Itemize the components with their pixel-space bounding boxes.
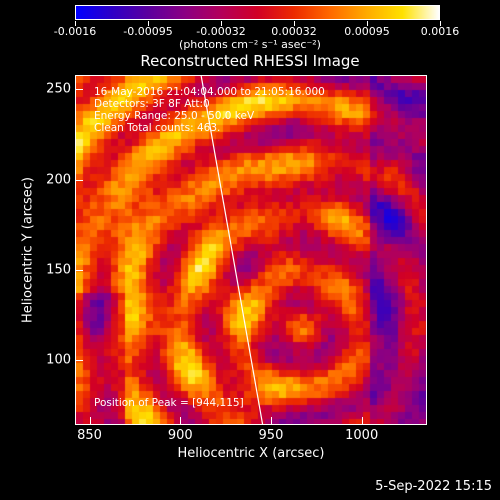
colorbar-tick-label: -0.00095 [123, 25, 173, 38]
colorbar-tick-label: 0.0016 [420, 25, 460, 38]
colorbar-tick-mark [221, 21, 222, 26]
clean-counts-annotation: Clean Total counts: 463. [94, 122, 221, 134]
y-tick-label: 250 [46, 81, 71, 97]
solar-limb-overlay [200, 76, 264, 424]
colorbar-units: (photons cm⁻² s⁻¹ asec⁻²) [179, 38, 321, 51]
y-tick-mark [75, 360, 83, 362]
colorbar [75, 5, 440, 20]
peak-position-annotation: Position of Peak = [944,115] [94, 397, 244, 409]
y-tick-mark [75, 179, 83, 181]
x-tick-mark [361, 417, 363, 425]
x-tick-label: 950 [258, 428, 284, 443]
y-axis-label: Heliocentric Y (arcsec) [20, 177, 36, 323]
colorbar-tick-label: -0.00032 [196, 25, 246, 38]
y-tick-mark [75, 89, 83, 91]
detectors-annotation: Detectors: 3F 8F Att:0 [94, 98, 210, 110]
y-tick-label: 100 [46, 352, 71, 368]
y-tick-mark [75, 269, 83, 271]
image-plot-area: 16-May-2016 21:04:04.000 to 21:05:16.000… [75, 75, 427, 425]
plot-title: Reconstructed RHESSI Image [140, 52, 360, 70]
x-tick-label: 1000 [345, 428, 379, 443]
plot-timestamp: 5-Sep-2022 15:15 [375, 479, 492, 494]
y-tick-label: 200 [46, 172, 71, 188]
time-range-annotation: 16-May-2016 21:04:04.000 to 21:05:16.000 [94, 86, 325, 98]
y-tick-label: 150 [46, 262, 71, 278]
colorbar-tick-label: 0.00032 [271, 25, 317, 38]
colorbar-tick-mark [294, 21, 295, 26]
colorbar-tick-mark [148, 21, 149, 26]
x-tick-label: 850 [77, 428, 102, 443]
colorbar-tick-label: -0.0016 [53, 25, 97, 38]
x-tick-mark [180, 417, 182, 425]
colorbar-tick-label: 0.00095 [344, 25, 390, 38]
x-tick-mark [89, 417, 91, 425]
colorbar-tick-mark [75, 21, 76, 26]
reconstructed-image-heatmap [76, 76, 426, 424]
x-axis-label: Heliocentric X (arcsec) [177, 446, 325, 461]
energy-range-annotation: Energy Range: 25.0 - 50.0 keV [94, 110, 255, 122]
x-tick-label: 900 [167, 428, 193, 443]
x-tick-mark [270, 417, 272, 425]
solar-limb-line [200, 76, 264, 424]
colorbar-tick-mark [367, 21, 368, 26]
colorbar-tick-mark [440, 21, 441, 26]
